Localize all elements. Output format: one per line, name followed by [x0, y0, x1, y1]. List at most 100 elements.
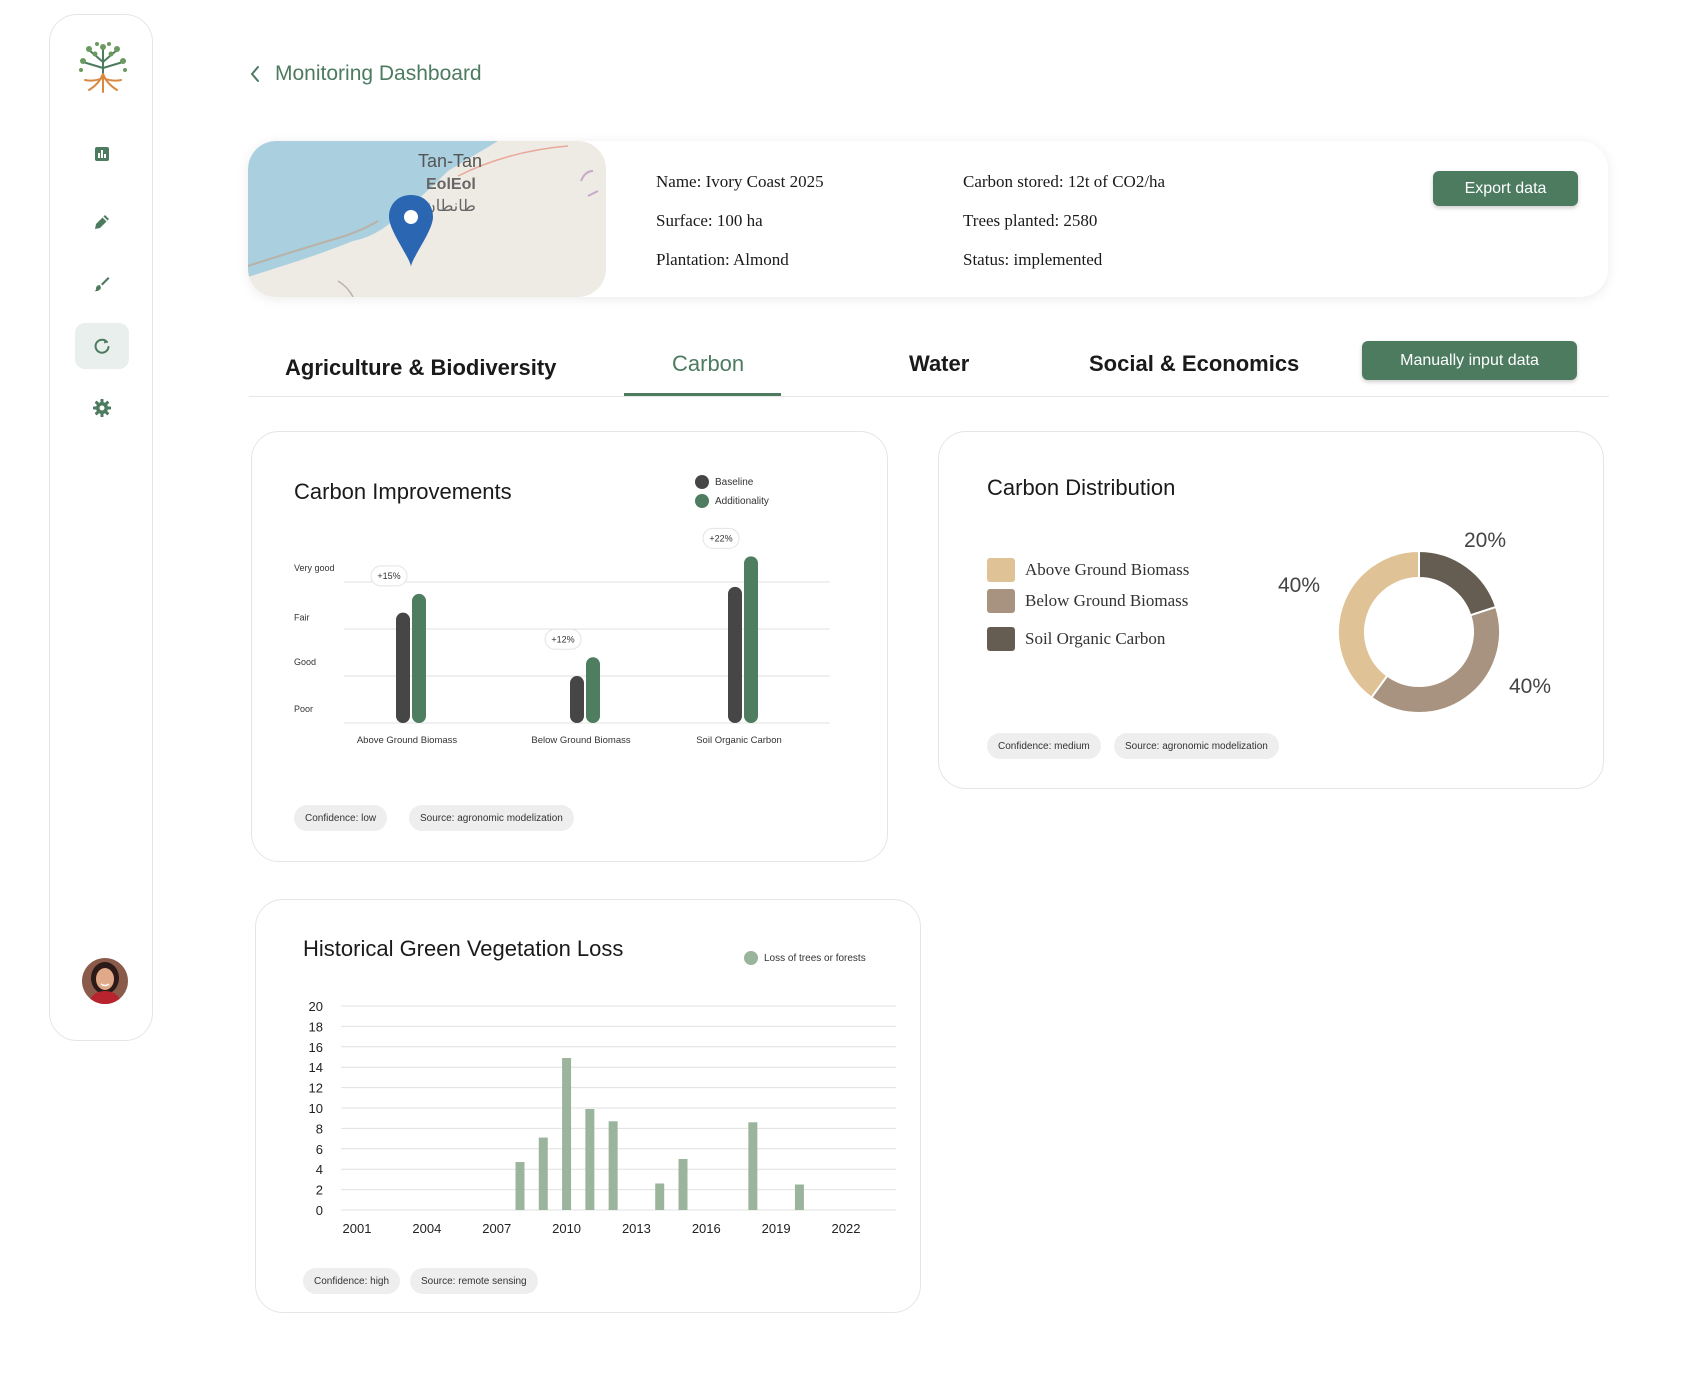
loss-bar: [678, 1159, 688, 1210]
trees-planted: Trees planted: 2580: [963, 211, 1098, 230]
gear-icon: [93, 399, 111, 417]
y-tick-label: 12: [309, 1081, 323, 1096]
legend-vegetation-loss-label: Loss of trees or forests: [764, 952, 866, 964]
annotation-bubble: [370, 565, 408, 587]
bar-additionality: [586, 657, 600, 723]
bar-baseline: [396, 612, 410, 723]
tree-logo[interactable]: [77, 42, 129, 98]
loss-bar: [562, 1058, 572, 1210]
tab-agriculture-biodiversity[interactable]: Agriculture & Biodiversity: [285, 355, 557, 380]
project-summary-card: Tan-Tan EolEol طانطان Name: Ivory Coast …: [248, 141, 1608, 297]
back-link[interactable]: Monitoring Dashboard: [249, 62, 482, 86]
loss-dot: [744, 951, 758, 965]
legend-additionality-label: Additionality: [715, 495, 769, 507]
sidebar-item-monitoring[interactable]: [75, 323, 129, 369]
bar-additionality: [744, 556, 758, 723]
x-tick-label: Soil Organic Carbon: [696, 735, 782, 746]
annotation-bubble: [702, 527, 740, 549]
sidebar-item-settings[interactable]: [75, 385, 129, 431]
y-tick-label: 0: [316, 1203, 323, 1218]
above-ground-swatch: [987, 558, 1015, 582]
donut-slice: [1337, 549, 1420, 699]
svg-text:Tan-Tan: Tan-Tan: [418, 151, 482, 171]
y-tick-label: 20: [309, 999, 323, 1014]
user-avatar[interactable]: [82, 958, 128, 1004]
refresh-icon: [94, 338, 110, 354]
x-tick-label: 2016: [692, 1221, 721, 1236]
soil-organic-swatch: [987, 627, 1015, 651]
vegetation-loss-title: Historical Green Vegetation Loss: [303, 936, 624, 961]
legend-above-ground-label: Above Ground Biomass: [1025, 560, 1190, 579]
annotation-label: +12%: [551, 634, 574, 644]
active-tab-indicator: [624, 393, 781, 396]
below-ground-swatch: [987, 589, 1015, 613]
legend-baseline-label: Baseline: [715, 476, 754, 488]
x-tick-label: 2022: [832, 1221, 861, 1236]
x-tick-label: 2004: [412, 1221, 441, 1236]
tab-carbon[interactable]: Carbon: [672, 351, 745, 376]
loss-bar: [608, 1121, 618, 1210]
source-badge: Source: remote sensing: [410, 1268, 538, 1294]
project-status: Status: implemented: [963, 250, 1103, 269]
x-tick-label: 2019: [762, 1221, 791, 1236]
loss-bar: [748, 1122, 758, 1210]
donut-slice: [1369, 605, 1501, 714]
source-badge: Source: agronomic modelization: [1114, 733, 1279, 759]
page-title: Monitoring Dashboard: [275, 62, 482, 85]
project-name: Name: Ivory Coast 2025: [656, 172, 824, 191]
x-tick-label: 2001: [343, 1221, 372, 1236]
x-tick-label: Above Ground Biomass: [357, 735, 458, 746]
x-tick-label: 2010: [552, 1221, 581, 1236]
sidebar-item-dashboard[interactable]: [75, 131, 129, 177]
legend-soil-organic: Soil Organic Carbon: [987, 627, 1165, 651]
pct-below-ground: 40%: [1509, 675, 1552, 698]
carbon-distribution-title: Carbon Distribution: [987, 475, 1176, 500]
vegetation-loss-chart: 0 2 4 6 8 10 12 14 16 18 20 2001 2004 2007 2010 2013 201…: [309, 999, 896, 1236]
y-tick-label: 10: [309, 1101, 323, 1116]
loss-bar: [538, 1137, 548, 1210]
x-tick-label: 2007: [482, 1221, 511, 1236]
legend-below-ground-label: Below Ground Biomass: [1025, 591, 1189, 610]
tab-social-economics[interactable]: Social & Economics: [1089, 351, 1300, 376]
annotation-label: +15%: [377, 571, 400, 581]
confidence-badge: Confidence: low: [294, 805, 388, 831]
y-tick-label: 6: [316, 1142, 323, 1157]
bar-additionality: [412, 593, 426, 723]
y-tick-label: 4: [316, 1162, 323, 1177]
project-map[interactable]: Tan-Tan EolEol طانطان: [248, 141, 606, 297]
source-badge: Source: agronomic modelization: [409, 805, 574, 831]
x-tick-label: 2013: [622, 1221, 651, 1236]
confidence-badge: Confidence: medium: [987, 733, 1101, 759]
additionality-dot: [695, 494, 709, 508]
y-tick-label: 18: [309, 1019, 323, 1034]
pct-soil-organic: 20%: [1464, 529, 1507, 552]
legend-soil-organic-label: Soil Organic Carbon: [1025, 629, 1166, 648]
svg-text:طانطان: طانطان: [424, 198, 476, 215]
pct-above-ground: 40%: [1278, 574, 1321, 597]
carbon-improvements-chart: Poor Good Fair Very good +15% Above Ground Bi…: [294, 527, 830, 746]
project-surface: Surface: 100 ha: [656, 211, 763, 230]
sidebar-item-tools[interactable]: [75, 199, 129, 245]
carbon-distribution-donut: [1337, 549, 1501, 714]
carbon-distribution-card: Carbon Distribution Above Ground Biomass…: [938, 431, 1604, 789]
y-tick-label: Fair: [294, 612, 310, 622]
y-tick-label: 16: [309, 1040, 323, 1055]
tab-water[interactable]: Water: [909, 351, 970, 376]
brush-icon: [94, 277, 110, 292]
loss-bar: [794, 1184, 804, 1210]
bar-chart-icon: [95, 147, 109, 161]
y-tick-label: Poor: [294, 704, 313, 714]
project-plantation: Plantation: Almond: [656, 250, 789, 269]
annotation-bubble: [544, 628, 582, 650]
legend-below-ground: Below Ground Biomass: [987, 589, 1188, 613]
y-tick-label: Good: [294, 657, 316, 667]
sidebar-item-edit[interactable]: [75, 261, 129, 307]
export-data-button[interactable]: Export data: [1433, 171, 1578, 206]
legend-baseline: Baseline: [695, 475, 753, 489]
loss-bar: [515, 1162, 525, 1210]
loss-bar: [655, 1183, 665, 1210]
carbon-improvements-title: Carbon Improvements: [294, 479, 512, 504]
manually-input-data-button[interactable]: Manually input data: [1362, 341, 1577, 380]
carbon-improvements-card: Carbon Improvements Baseline Additionali…: [251, 431, 888, 862]
vegetation-loss-card: Historical Green Vegetation Loss Loss of…: [255, 899, 921, 1313]
